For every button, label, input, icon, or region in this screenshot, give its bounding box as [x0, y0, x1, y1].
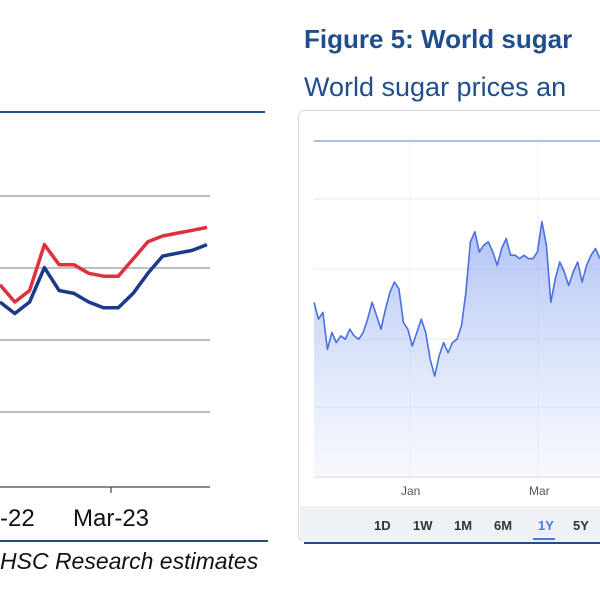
chart-source-note: HSC Research estimates: [0, 548, 259, 574]
figure-title: Figure 5: World sugar: [304, 24, 573, 54]
left-chart: [0, 195, 210, 493]
price-area-fill: [314, 221, 600, 477]
right-area-chart: [313, 140, 600, 478]
range-button-1d[interactable]: 1D: [374, 518, 391, 533]
range-button-5y[interactable]: 5Y: [573, 518, 589, 533]
right-bottom-rule: [304, 542, 600, 544]
left-bottom-rule: [0, 540, 268, 542]
range-button-6m[interactable]: 6M: [494, 518, 513, 533]
range-button-1w[interactable]: 1W: [413, 518, 433, 533]
series-line-navy: [0, 242, 208, 316]
range-button-1m[interactable]: 1M: [454, 518, 473, 533]
range-button-1y[interactable]: 1Y: [538, 518, 554, 533]
active-range-underline: [533, 538, 555, 540]
price-line: [313, 220, 600, 378]
range-selector-bar: [300, 506, 600, 542]
left-x-tick-2: Mar-23: [73, 505, 150, 532]
right-x-tick-jan: Jan: [401, 484, 421, 498]
series-line-red: [0, 225, 208, 304]
left-x-tick-1: -22: [0, 505, 35, 532]
right-x-tick-mar: Mar: [529, 484, 550, 498]
left-top-rule: [0, 111, 265, 113]
figure-subtitle: World sugar prices an: [304, 72, 567, 102]
